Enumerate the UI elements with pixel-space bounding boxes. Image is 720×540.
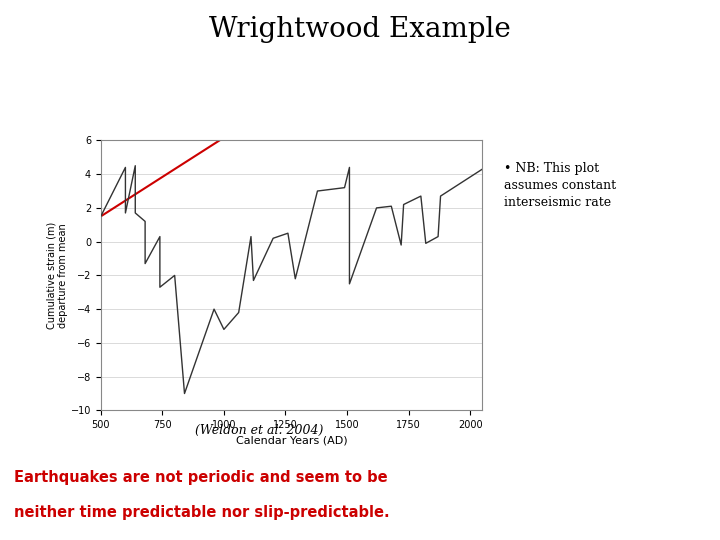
Text: Earthquakes are not periodic and seem to be: Earthquakes are not periodic and seem to…: [14, 470, 388, 485]
Y-axis label: Cumulative strain (m)
departure from mean: Cumulative strain (m) departure from mea…: [46, 222, 68, 329]
Text: neither time predictable nor slip-predictable.: neither time predictable nor slip-predic…: [14, 505, 390, 520]
Text: (Weldon et al. 2004): (Weldon et al. 2004): [195, 424, 323, 437]
X-axis label: Calendar Years (AD): Calendar Years (AD): [235, 436, 348, 446]
Text: • NB: This plot
assumes constant
interseismic rate: • NB: This plot assumes constant interse…: [504, 162, 616, 209]
Text: Wrightwood Example: Wrightwood Example: [209, 16, 511, 43]
